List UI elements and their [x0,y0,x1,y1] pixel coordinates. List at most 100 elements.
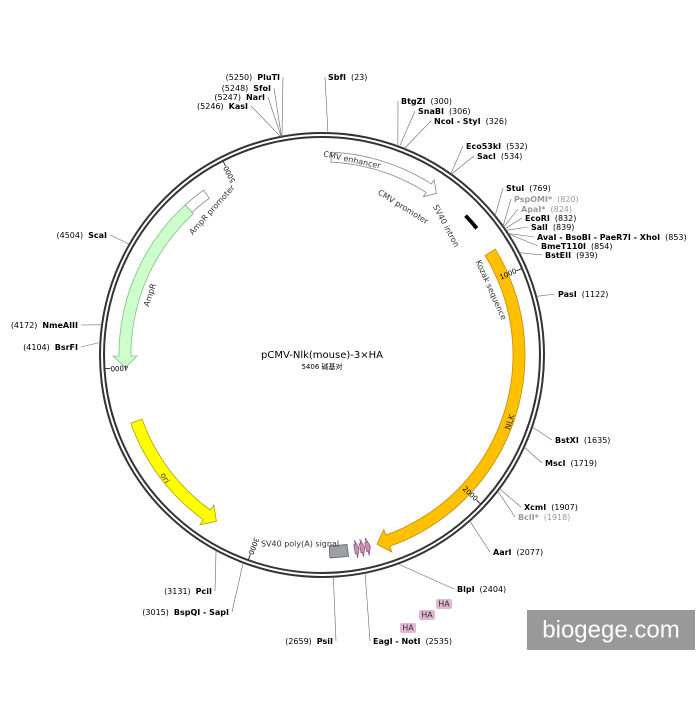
site-marker [251,106,281,137]
site-marker [274,88,281,137]
site-position: (534) [501,152,523,161]
site-label: BstEII (939) [545,251,598,260]
site-label: (5246) KasI [197,102,248,111]
site-label: (4172)NmeAIII [11,321,78,330]
feature-shape [377,249,525,552]
site-position: (2077) [517,548,544,557]
site-marker [505,218,522,229]
site-label: (3131) PciI [164,587,212,596]
site-name: ApaI* [521,205,546,214]
site-label: PspOMI*(820) [514,195,579,204]
site-label: (3015) BspQI - SapI [142,608,229,617]
tick-mark [248,554,250,560]
site-label: EagI - NotI(2535) [373,637,452,646]
site-label: SalI(839) [531,223,574,232]
site-name: NarI [246,93,265,102]
site-name: BtgZI [401,97,425,106]
site-marker [399,111,415,147]
tick-mark [517,268,523,270]
site-position: (306) [449,107,471,116]
tick-label: 4000 [110,363,128,372]
tick-mark [223,161,226,166]
site-position: (769) [529,184,551,193]
feature-label: SV40 poly(A) signal [261,540,339,549]
site-label: (4504)ScaI [57,231,108,240]
site-name: NmeAIII [42,321,78,330]
site-name: BstEII [545,251,571,260]
site-name: BmeT110I [541,242,586,251]
site-name: MscI [545,459,565,468]
site-label: BlpI(2404) [457,585,506,594]
site-position: (2404) [480,585,507,594]
site-label: BmeT110I(854) [541,242,613,251]
feature-shape [365,538,371,556]
site-label: (4104)BsrFI [23,343,78,352]
site-name: SacI [477,152,496,161]
site-marker [325,77,328,133]
site-label: BclI* (1918) [518,513,570,522]
site-label: BstXI(1635) [555,436,610,445]
site-label: (5250)PluTI [226,73,280,82]
site-label: (2659)PsiI [285,637,333,646]
site-position: (1122) [582,290,609,299]
site-name: PluTI [257,73,280,82]
site-name: EcoRI [525,214,550,223]
site-name: BclI* [518,513,540,522]
site-marker [503,199,511,226]
feature-label: CMV promoter [376,188,430,227]
site-position: (832) [555,214,577,223]
site-label: SbfI(23) [328,73,367,82]
watermark: biogege.com [542,616,679,643]
site-marker [232,563,243,612]
site-label: AvaI - BsoBI - PaeR7I - XhoI(853) [537,233,687,242]
site-position: (3015) [142,608,169,617]
site-name: SbfI [328,73,346,82]
site-position: (532) [506,142,528,151]
site-marker [532,427,552,440]
site-name: XcmI [524,503,546,512]
site-position: (3131) [164,587,191,596]
site-name: SnaBI [418,107,444,116]
site-marker [81,342,100,347]
feature-label: HA [421,611,433,620]
site-label: MscI (1719) [545,459,597,468]
site-position: (5247) [214,93,241,102]
site-name: PciI [196,587,212,596]
site-position: (939) [576,251,598,260]
site-marker [333,577,336,641]
site-position: (4504) [57,231,84,240]
feature-label: HA [438,600,450,609]
site-name: PsiI [317,637,333,646]
site-position: (1719) [570,459,597,468]
site-marker [495,188,503,216]
site-marker [282,77,283,137]
site-name: BspQI - SapI [174,608,229,617]
site-label: PasI (1122) [558,290,608,299]
site-label: StuI(769) [506,184,551,193]
site-label: NcoI - StyI (326) [434,117,507,126]
site-name: NcoI - StyI [434,117,481,126]
site-name: PasI [558,290,577,299]
site-name: KasI [229,102,248,111]
site-marker [215,550,216,591]
site-position: (326) [486,117,508,126]
feature-shape [465,215,478,229]
site-position: (5246) [197,102,224,111]
site-position: (820) [557,195,579,204]
site-marker [524,447,542,463]
site-name: AarI [493,548,512,557]
feature-label: HA [402,624,414,633]
site-marker [268,97,281,137]
site-marker [110,235,130,244]
site-label: (5248)SfoI [222,84,271,93]
feature-shape [359,539,364,557]
site-marker [404,121,431,149]
site-label: (5247) NarI [214,93,265,102]
site-position: (1918) [544,513,571,522]
site-label: XcmI(1907) [524,503,578,512]
site-label: SacI (534) [477,152,522,161]
site-marker [365,573,370,641]
site-label: AarI (2077) [493,548,543,557]
feature-shape [131,419,217,524]
site-position: (4104) [23,343,50,352]
